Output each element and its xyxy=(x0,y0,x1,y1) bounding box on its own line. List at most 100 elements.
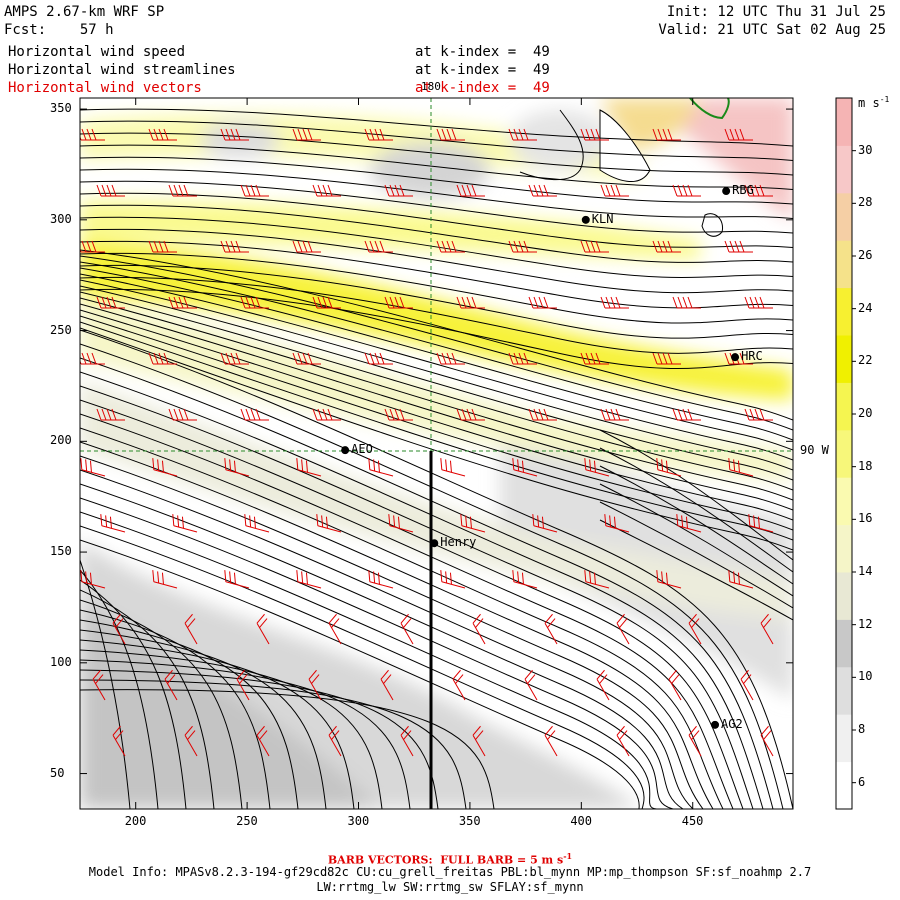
streamline xyxy=(80,273,793,461)
streamline xyxy=(80,264,793,339)
field-level-vectors: at k-index = 49 xyxy=(415,80,550,96)
wind-barb xyxy=(524,669,538,701)
wind-barb xyxy=(472,613,486,645)
wind-barb xyxy=(724,128,753,141)
station-marker xyxy=(341,446,350,455)
wind-barb xyxy=(152,458,178,477)
wind-barb xyxy=(668,669,682,701)
wind-barb xyxy=(80,458,106,477)
streamline xyxy=(80,371,764,809)
wind-barb xyxy=(96,296,125,309)
wind-barb xyxy=(584,570,610,589)
wind-barb xyxy=(292,128,321,141)
colorbar-label: 12 xyxy=(858,616,873,631)
speed-shade xyxy=(80,200,700,260)
streamline xyxy=(599,483,793,597)
wind-barb xyxy=(400,613,414,645)
streamline xyxy=(80,539,643,809)
wind-barb xyxy=(364,128,393,141)
streamline xyxy=(80,168,793,219)
streamline xyxy=(80,511,663,809)
wind-barb xyxy=(672,184,701,197)
wind-barb xyxy=(688,613,702,645)
streamline xyxy=(80,609,271,809)
colorbar-swatch xyxy=(836,714,852,763)
wind-barb xyxy=(240,408,269,421)
colorbar-label: 22 xyxy=(858,353,873,368)
speed-shade xyxy=(510,110,610,170)
wind-barb xyxy=(328,725,342,757)
wind-barb xyxy=(744,408,773,421)
colorbar-swatch xyxy=(836,192,852,241)
streamline xyxy=(80,357,774,809)
streamline xyxy=(80,399,744,809)
wind-barb xyxy=(168,408,197,421)
wind-barb xyxy=(312,296,341,309)
wind-barb xyxy=(456,296,485,309)
wind-barb xyxy=(544,613,558,645)
speed-shade xyxy=(80,240,793,400)
streamline xyxy=(80,629,327,809)
title: AMPS 2.67-km WRF SP xyxy=(4,4,165,20)
streamline xyxy=(80,249,793,421)
streamline xyxy=(80,669,439,809)
wind-barb xyxy=(456,184,485,197)
wind-barb xyxy=(748,514,774,533)
wind-barb xyxy=(328,613,342,645)
wind-barb xyxy=(600,184,629,197)
streamline xyxy=(80,649,383,809)
streamline xyxy=(80,252,793,324)
wind-barb xyxy=(724,240,753,253)
streamline xyxy=(80,639,355,809)
station-marker xyxy=(430,539,439,548)
wind-barb xyxy=(184,613,198,645)
streamline xyxy=(80,497,674,809)
wind-barb xyxy=(528,296,557,309)
wind-barb xyxy=(364,240,393,253)
wind-barb xyxy=(544,725,558,757)
wind-barb xyxy=(316,514,342,533)
wind-barb xyxy=(728,570,754,589)
station-marker xyxy=(711,720,720,729)
speed-shade xyxy=(80,600,380,809)
wind-barb xyxy=(656,458,682,477)
streamline xyxy=(80,180,793,234)
streamline xyxy=(80,216,793,279)
station-marker xyxy=(731,353,740,362)
field-name-speed: Horizontal wind speed xyxy=(8,44,186,60)
wind-barb xyxy=(112,613,126,645)
wind-barb xyxy=(168,184,197,197)
wind-barb xyxy=(652,352,681,365)
wind-barb xyxy=(528,408,557,421)
forecast-hour: Fcst: 57 h xyxy=(4,22,114,38)
wind-barb xyxy=(364,352,393,365)
colorbar-label: 16 xyxy=(858,511,873,526)
colorbar-label: 8 xyxy=(858,722,866,736)
colorbar-swatch xyxy=(836,382,852,431)
colorbar-label: 18 xyxy=(858,458,873,473)
wind-barb xyxy=(584,458,610,477)
colorbar-swatch xyxy=(836,145,852,194)
wind-barb xyxy=(368,570,394,589)
colorbar-swatch xyxy=(836,240,852,289)
streamline xyxy=(80,589,215,809)
wind-barb xyxy=(580,128,609,141)
wind-barb xyxy=(292,352,321,365)
barb-legend: BARB VECTORS: FULL BARB = 5 m s-1 xyxy=(327,851,573,867)
wind-barb xyxy=(600,408,629,421)
wind-barb xyxy=(676,514,702,533)
wind-barb xyxy=(580,240,609,253)
wind-barb xyxy=(440,570,466,589)
wind-barb xyxy=(148,128,177,141)
wind-barb xyxy=(244,514,270,533)
x-tick-label: 350 xyxy=(458,814,481,828)
colorbar-swatch xyxy=(836,619,852,668)
valid-time: Valid: 21 UTC Sat 02 Aug 25 xyxy=(658,22,886,38)
colorbar-frame xyxy=(835,97,853,810)
streamline xyxy=(80,315,793,531)
field-name-streamlines: Horizontal wind streamlines xyxy=(8,62,236,78)
streamline xyxy=(80,327,793,551)
colorbar-swatch xyxy=(836,335,852,383)
colorbar-unit: m s-1 xyxy=(858,95,890,110)
streamline xyxy=(80,579,187,809)
